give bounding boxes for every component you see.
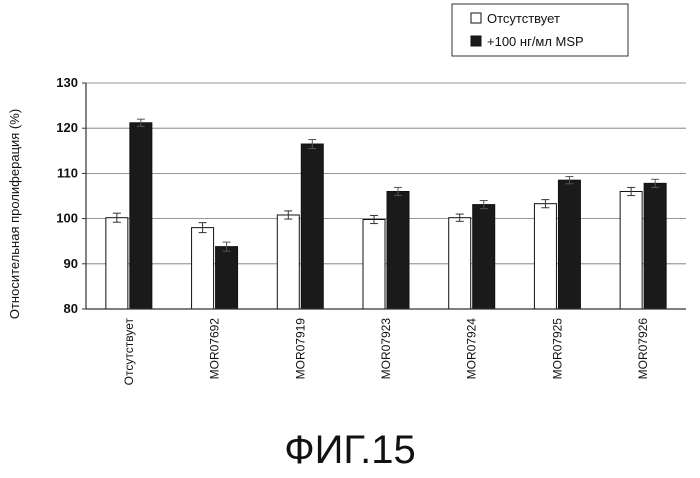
grid-layer — [86, 83, 686, 309]
bar-msp — [387, 191, 409, 309]
bar-msp — [644, 183, 666, 309]
bar-absent — [363, 220, 385, 309]
y-tick-label: 100 — [56, 211, 78, 226]
category-label: Отсутствует — [122, 318, 136, 386]
y-tick-label: 80 — [64, 301, 78, 316]
bar-absent — [277, 215, 299, 309]
bar-absent — [106, 218, 128, 309]
bar-msp — [558, 180, 580, 309]
category-label: MOR07692 — [208, 318, 222, 380]
y-tick-label: 120 — [56, 120, 78, 135]
category-label: MOR07924 — [465, 318, 479, 380]
category-label: MOR07923 — [379, 318, 393, 380]
bar-msp — [216, 247, 238, 309]
legend: Отсутствует +100 нг/мл MSP — [452, 4, 628, 56]
bar-absent — [534, 204, 556, 309]
legend-swatch-absent — [471, 13, 481, 23]
bar-absent — [449, 218, 471, 309]
y-tick-label: 130 — [56, 75, 78, 90]
category-labels: Отсутствует MOR07692 MOR07919 MOR07923 MOR07… — [122, 318, 650, 386]
bar-layer — [106, 119, 666, 309]
bar-absent — [620, 191, 642, 309]
bar-msp — [301, 144, 323, 309]
y-tick-label: 90 — [64, 256, 78, 271]
axis-layer — [86, 83, 686, 309]
category-label: MOR07925 — [550, 318, 564, 380]
bar-absent — [192, 228, 214, 309]
legend-swatch-msp — [471, 36, 481, 46]
bar-msp — [130, 123, 152, 309]
figure-caption: ФИГ.15 — [0, 428, 700, 473]
category-label: MOR07926 — [636, 318, 650, 380]
legend-label-msp: +100 нг/мл MSP — [487, 34, 584, 49]
y-axis-label: Относительная пролиферация (%) — [7, 109, 22, 319]
legend-label-absent: Отсутствует — [487, 11, 560, 26]
bar-msp — [473, 205, 495, 309]
y-tick-label: 110 — [57, 165, 78, 180]
y-tick-labels: 80 90 100 110 120 130 — [56, 75, 86, 316]
category-label: MOR07919 — [293, 318, 307, 380]
